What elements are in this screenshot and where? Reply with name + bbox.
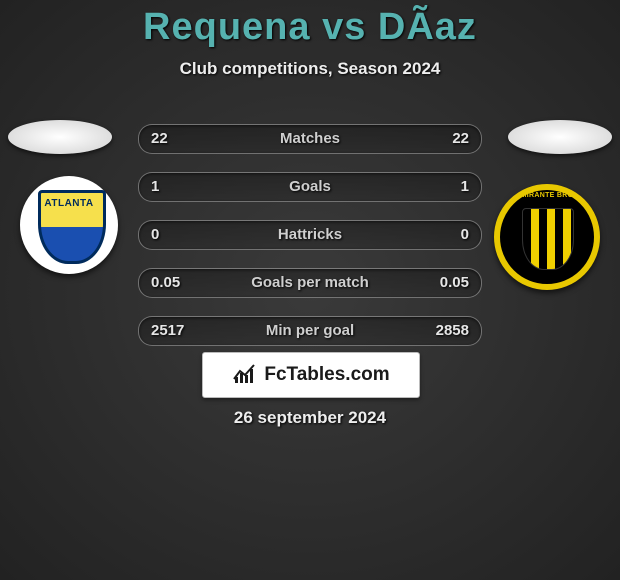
stat-right-value: 2858 [436,317,469,345]
club-badge-left [20,176,118,274]
brand-text: FcTables.com [264,364,389,386]
stat-label: Matches [139,125,481,153]
club-right-shield [522,208,574,270]
subtitle: Club competitions, Season 2024 [0,59,620,79]
club-badge-right: MIRANTE BRO [494,184,600,290]
player-left-avatar-placeholder [8,120,112,154]
club-right-arc-text: MIRANTE BRO [508,192,586,199]
stat-label: Goals [139,173,481,201]
brand-badge: FcTables.com [202,352,420,398]
date-label: 26 september 2024 [0,408,620,428]
stat-label: Hattricks [139,221,481,249]
stat-row: 2517 Min per goal 2858 [138,316,482,346]
comparison-card: Requena vs DÃ­az Club competitions, Seas… [0,0,620,580]
player-right-avatar-placeholder [508,120,612,154]
stat-row: 0.05 Goals per match 0.05 [138,268,482,298]
stat-rows: 22 Matches 22 1 Goals 1 0 Hattricks 0 0.… [138,124,482,364]
page-title: Requena vs DÃ­az [0,0,620,49]
stat-label: Goals per match [139,269,481,297]
stat-right-value: 0 [461,221,469,249]
stat-row: 1 Goals 1 [138,172,482,202]
stat-right-value: 1 [461,173,469,201]
stat-label: Min per goal [139,317,481,345]
stat-right-value: 0.05 [440,269,469,297]
stat-right-value: 22 [452,125,469,153]
stat-row: 0 Hattricks 0 [138,220,482,250]
chart-icon [232,361,256,390]
stat-row: 22 Matches 22 [138,124,482,154]
